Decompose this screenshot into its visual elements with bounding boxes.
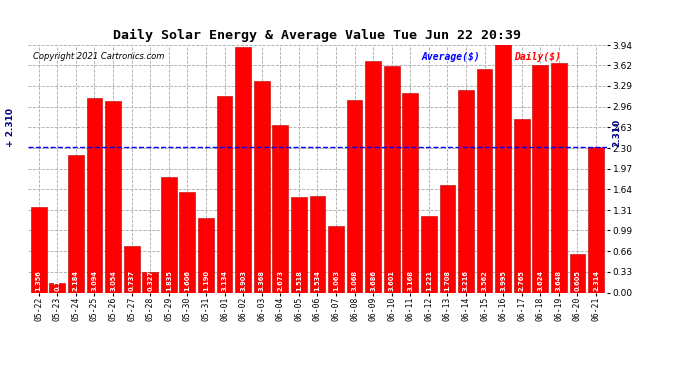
Text: 3.134: 3.134 [221, 270, 228, 291]
Bar [402, 93, 418, 292]
Text: 3.686: 3.686 [370, 270, 376, 291]
Text: 0.737: 0.737 [128, 270, 135, 291]
Bar [365, 61, 381, 292]
Text: Daily($): Daily($) [515, 53, 562, 63]
Text: 2.310: 2.310 [612, 119, 621, 147]
Bar [291, 197, 307, 292]
Bar [346, 100, 362, 292]
Text: 3.168: 3.168 [407, 270, 413, 291]
Bar [68, 155, 83, 292]
Bar [142, 272, 158, 292]
Title: Daily Solar Energy & Average Value Tue Jun 22 20:39: Daily Solar Energy & Average Value Tue J… [113, 29, 522, 42]
Text: 3.094: 3.094 [92, 270, 97, 291]
Text: 3.601: 3.601 [388, 270, 395, 291]
Bar [217, 96, 233, 292]
Text: 0.157: 0.157 [55, 270, 60, 291]
Bar [588, 147, 604, 292]
Text: 0.327: 0.327 [147, 270, 153, 291]
Bar [124, 246, 139, 292]
Bar [235, 47, 251, 292]
Bar [310, 196, 325, 292]
Text: 3.216: 3.216 [463, 270, 469, 291]
Bar [273, 124, 288, 292]
Text: 3.054: 3.054 [110, 270, 116, 291]
Text: 1.606: 1.606 [184, 270, 190, 291]
Bar [86, 98, 102, 292]
Text: 0.605: 0.605 [575, 270, 580, 291]
Bar [533, 65, 549, 292]
Bar [328, 226, 344, 292]
Text: 3.368: 3.368 [259, 270, 265, 291]
Bar [161, 177, 177, 292]
Text: 3.648: 3.648 [556, 270, 562, 291]
Text: 1.708: 1.708 [444, 270, 451, 291]
Text: 3.562: 3.562 [482, 270, 488, 291]
Bar [254, 81, 270, 292]
Bar [440, 185, 455, 292]
Text: 3.068: 3.068 [351, 270, 357, 291]
Text: 2.184: 2.184 [73, 270, 79, 291]
Text: 3.903: 3.903 [240, 270, 246, 291]
Bar [477, 69, 493, 292]
Bar [198, 218, 214, 292]
Text: 1.534: 1.534 [315, 270, 320, 291]
Bar [50, 283, 66, 292]
Bar [458, 90, 474, 292]
Text: 1.356: 1.356 [36, 270, 42, 291]
Bar [384, 66, 400, 292]
Text: 1.835: 1.835 [166, 270, 172, 291]
Bar [495, 42, 511, 292]
Bar [569, 255, 585, 292]
Text: 1.518: 1.518 [296, 270, 302, 291]
Bar [105, 100, 121, 292]
Text: 1.190: 1.190 [203, 270, 209, 291]
Text: 1.221: 1.221 [426, 270, 432, 291]
Bar [551, 63, 566, 292]
Text: 2.314: 2.314 [593, 270, 599, 291]
Text: + 2.310: + 2.310 [6, 108, 15, 147]
Text: Average($): Average($) [422, 53, 480, 62]
Text: 2.765: 2.765 [519, 270, 525, 291]
Bar [179, 192, 195, 292]
Bar [421, 216, 437, 292]
Bar [31, 207, 47, 292]
Text: 3.624: 3.624 [538, 270, 543, 291]
Text: 3.995: 3.995 [500, 270, 506, 291]
Text: 2.673: 2.673 [277, 270, 284, 291]
Bar [514, 119, 530, 292]
Text: Copyright 2021 Cartronics.com: Copyright 2021 Cartronics.com [33, 53, 165, 62]
Text: 1.063: 1.063 [333, 270, 339, 291]
